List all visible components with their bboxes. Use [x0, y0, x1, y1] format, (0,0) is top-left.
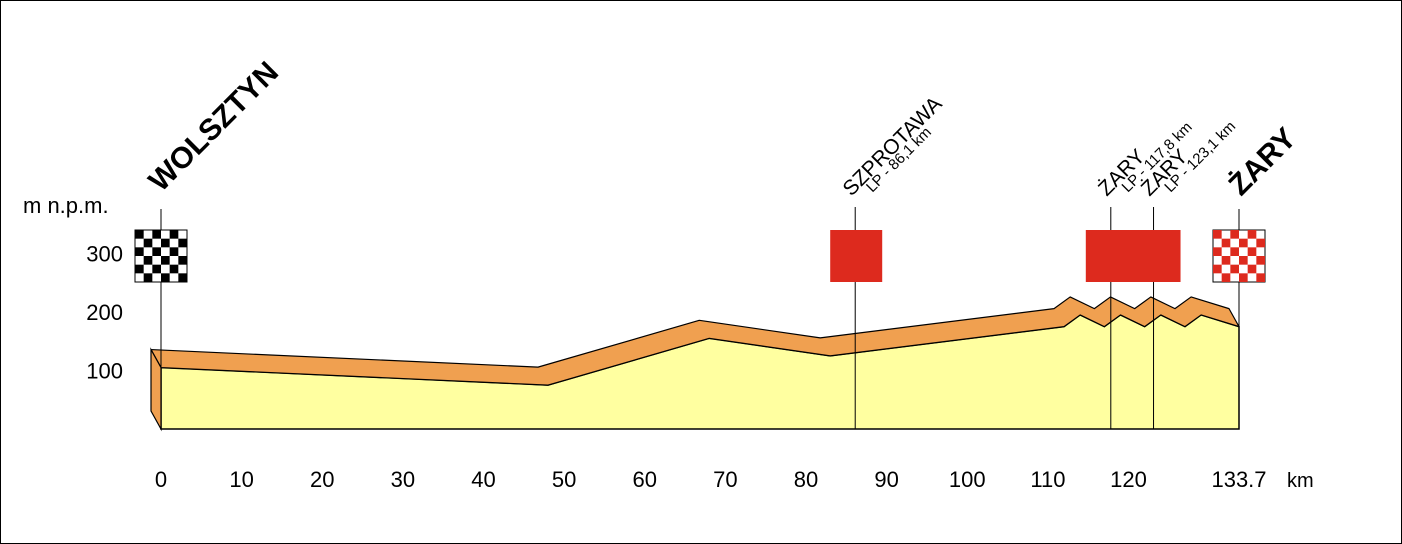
y-tick-label: 300 [86, 242, 123, 267]
x-tick-label: 20 [310, 467, 334, 492]
terrain-surface-band [150, 296, 1240, 386]
x-tick-label: 100 [949, 467, 986, 492]
sprint-marker [830, 230, 883, 282]
start-flag-square [161, 273, 170, 282]
x-tick-label: 30 [391, 467, 415, 492]
y-ticks: 100 200 300 [86, 242, 123, 384]
x-unit-label: km [1287, 470, 1314, 492]
finish-flag-square [1221, 256, 1231, 265]
start-flag-square [152, 264, 161, 274]
start-town-label: WOLSZTYN [143, 56, 285, 198]
finish-flag-square [1221, 238, 1231, 248]
start-flag-square [161, 256, 170, 265]
finish-flag-square [1247, 264, 1257, 274]
finish-flag [1212, 229, 1266, 283]
start-flag-square [135, 247, 144, 256]
start-flag-square [143, 273, 153, 282]
marker-layer [134, 229, 1266, 283]
x-tick-label: 50 [552, 467, 576, 492]
x-tick-label: 133.7 [1211, 467, 1266, 492]
x-tick-label: 120 [1110, 467, 1147, 492]
x-tick-label: 110 [1030, 467, 1065, 492]
start-flag-square [178, 256, 187, 265]
finish-flag-square [1213, 264, 1222, 274]
finish-flag-square [1230, 264, 1239, 274]
start-flag-square [152, 247, 161, 256]
y-tick-label: 200 [86, 300, 123, 325]
start-flag-square [169, 247, 179, 256]
x-tick-label: 80 [794, 467, 818, 492]
finish-flag-square [1239, 256, 1248, 265]
y-tick-label: 100 [86, 359, 123, 384]
sprint-town-label: SZPROTAWA [838, 92, 946, 200]
start-flag-square [152, 230, 161, 239]
y-axis-label: m n.p.m. [23, 193, 109, 218]
finish-flag-square [1213, 230, 1222, 239]
start-flag-square [143, 256, 153, 265]
finish-flag-square [1230, 230, 1239, 239]
x-tick-label: 70 [713, 467, 737, 492]
finish-flag-square [1247, 247, 1257, 256]
finish-flag-square [1256, 256, 1265, 265]
finish-flag-square [1221, 273, 1231, 282]
finish-flag-square [1213, 247, 1222, 256]
start-flag-square [178, 238, 187, 248]
finish-flag-square [1239, 273, 1248, 282]
x-tick-label: 90 [874, 467, 898, 492]
start-flag-square [143, 238, 153, 248]
start-flag-square [169, 264, 179, 274]
start-flag [134, 229, 188, 283]
start-flag-square [178, 273, 187, 282]
start-flag-square [135, 264, 144, 274]
finish-flag-square [1247, 230, 1257, 239]
x-tick-label: 0 [155, 467, 167, 492]
finish-flag-square [1256, 273, 1265, 282]
start-flag-square [169, 230, 179, 239]
sprint-marker [1128, 230, 1181, 282]
start-flag-square [135, 230, 144, 239]
x-tick-label: 40 [471, 467, 495, 492]
finish-flag-square [1230, 247, 1239, 256]
finish-flag-square [1239, 238, 1248, 248]
x-ticks: 0 10 20 30 40 50 60 70 80 90 100 110 120 133.7 [155, 467, 1267, 492]
x-tick-label: 10 [229, 467, 253, 492]
finish-flag-square [1256, 238, 1265, 248]
x-tick-label: 60 [633, 467, 657, 492]
start-flag-square [161, 238, 170, 248]
